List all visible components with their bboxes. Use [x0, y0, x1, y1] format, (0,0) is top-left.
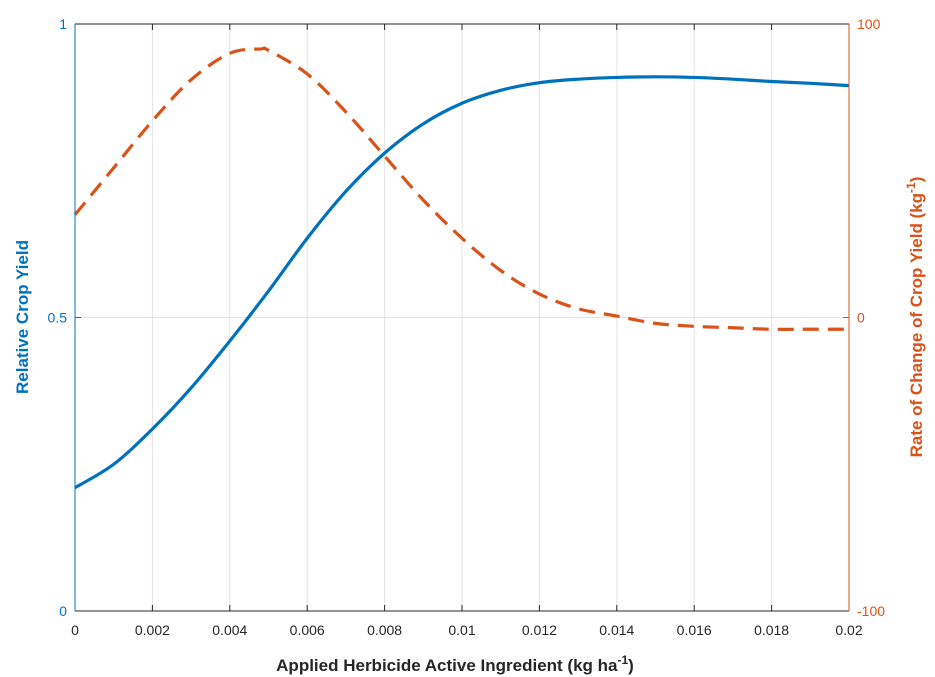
- x-tick-label: 0.002: [135, 622, 170, 638]
- x-tick-label: 0.006: [290, 622, 325, 638]
- left-y-axis-title: Relative Crop Yield: [13, 240, 32, 394]
- right-y-axis-title: Rate of Change of Crop Yield (kg-1): [904, 177, 926, 458]
- y-left-tick-label: 1: [59, 16, 67, 32]
- y-right-tick-label: 0: [857, 310, 865, 326]
- x-tick-label: 0.004: [212, 622, 247, 638]
- grid-lines: [75, 24, 849, 611]
- y-right-tick-label: -100: [857, 603, 885, 619]
- y-left-tick-label: 0.5: [48, 310, 68, 326]
- y-right-tick-label: 100: [857, 16, 881, 32]
- axes: [74, 23, 850, 612]
- x-tick-label: 0: [71, 622, 79, 638]
- y-left-tick-label: 0: [59, 603, 67, 619]
- x-tick-label: 0.02: [835, 622, 862, 638]
- x-tick-label: 0.012: [522, 622, 557, 638]
- x-tick-label: 0.008: [367, 622, 402, 638]
- x-tick-label: 0.016: [677, 622, 712, 638]
- rate-of-change-dashed-line: [73, 46, 849, 331]
- x-tick-label: 0.01: [448, 622, 475, 638]
- relative-yield-solid-line: [74, 75, 850, 490]
- tick-labels: 0 0.002 0.004 0.006 0.008 0.01 0.012 0.014 0.016…: [48, 16, 886, 638]
- x-tick-label: 0.018: [754, 622, 789, 638]
- series-lines: [73, 46, 850, 490]
- x-axis-title: Applied Herbicide Active Ingredient (kg …: [276, 653, 634, 675]
- x-tick-label: 0.014: [599, 622, 634, 638]
